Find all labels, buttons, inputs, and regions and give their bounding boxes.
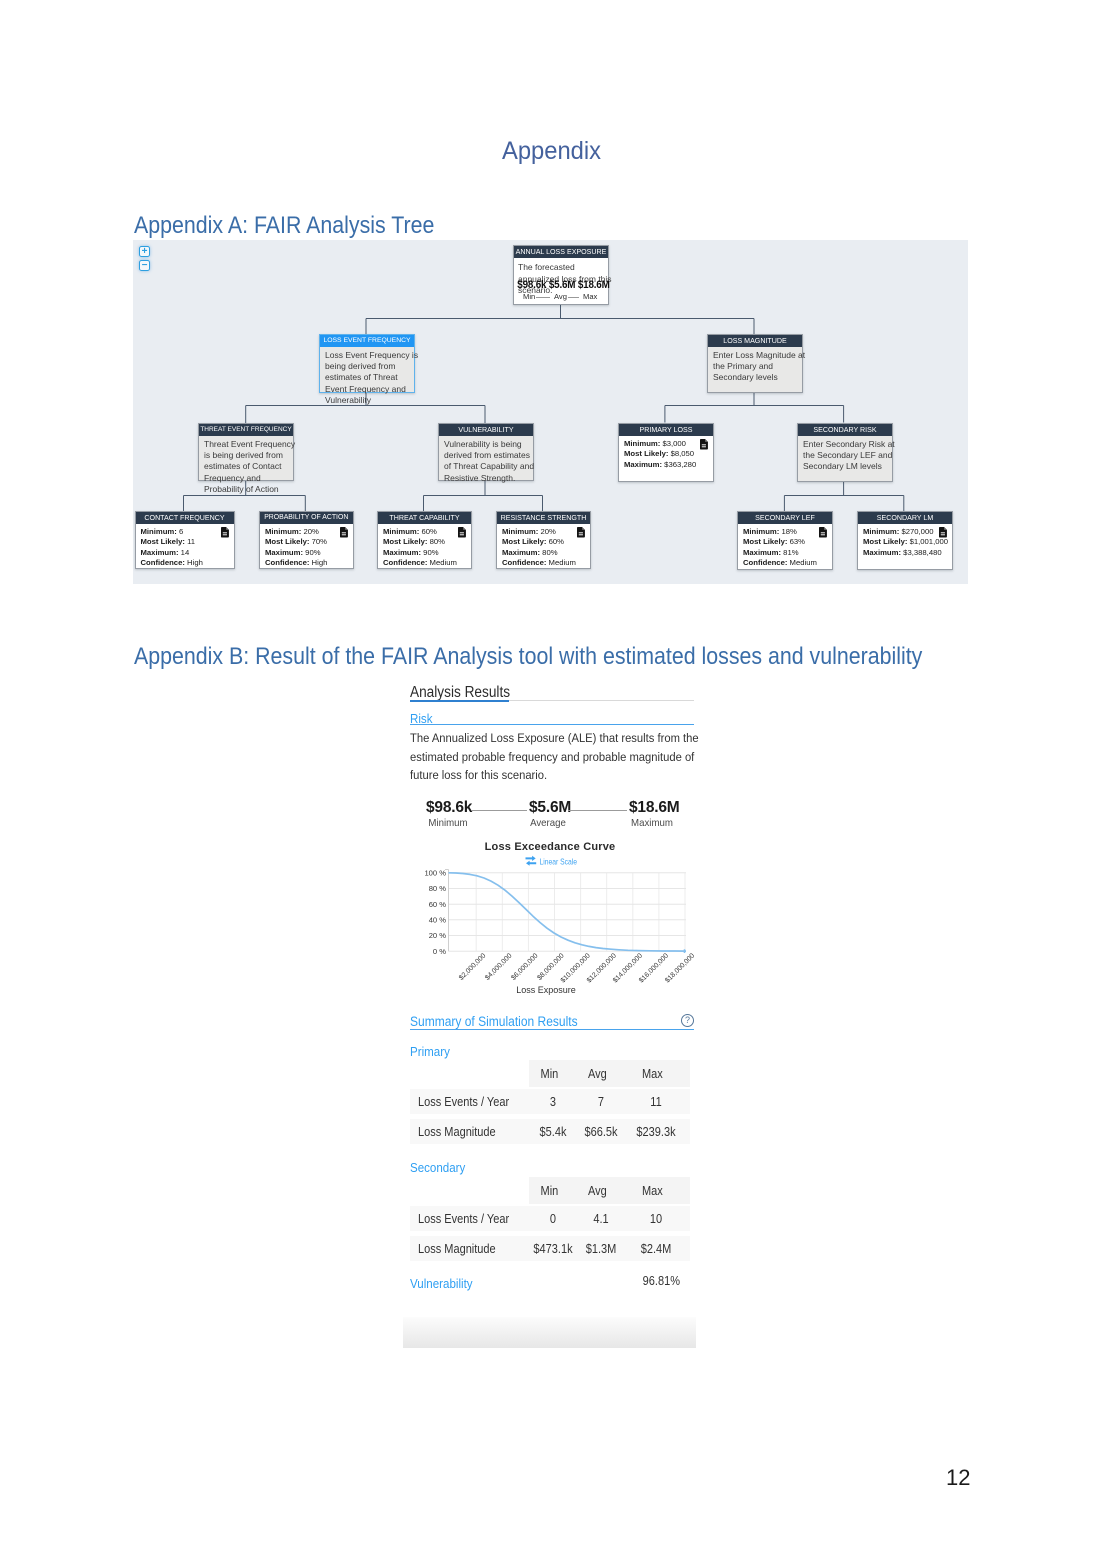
svg-text:Loss Exposure: Loss Exposure	[516, 985, 576, 995]
svg-text:$4,000,000: $4,000,000	[484, 952, 513, 981]
svg-text:100 %: 100 %	[424, 868, 446, 877]
svg-text:40 %: 40 %	[429, 915, 447, 924]
svg-text:20 %: 20 %	[429, 931, 447, 940]
svg-text:Loss Exceedance Curve: Loss Exceedance Curve	[485, 841, 616, 853]
svg-text:$2,000,000: $2,000,000	[458, 952, 487, 981]
svg-text:$6,000,000: $6,000,000	[510, 952, 539, 981]
svg-text:60 %: 60 %	[429, 900, 447, 909]
svg-text:0 %: 0 %	[433, 947, 446, 956]
svg-text:80 %: 80 %	[429, 884, 447, 893]
svg-text:Linear Scale: Linear Scale	[540, 858, 578, 867]
